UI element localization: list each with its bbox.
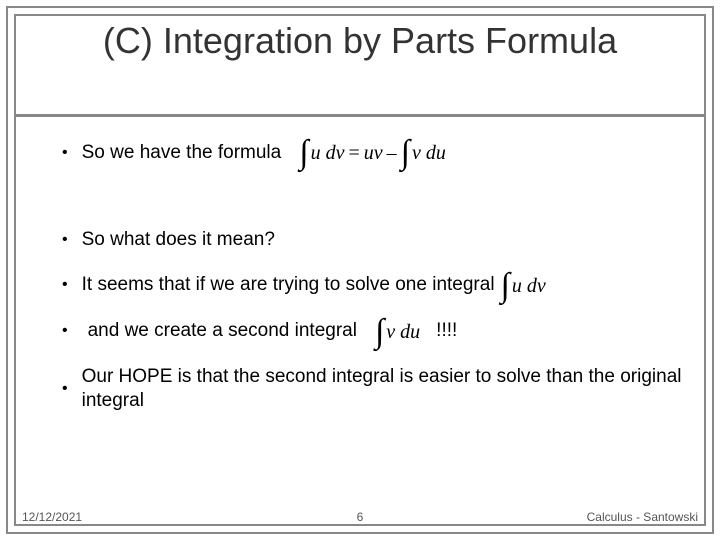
var-dv: dv <box>527 273 546 299</box>
var-dv: dv <box>326 140 345 166</box>
equals-sign: = <box>348 140 359 166</box>
var-du: du <box>400 319 420 345</box>
exclaim-text: !!!! <box>436 319 457 344</box>
bullet-1-text: So we have the formula <box>82 141 282 166</box>
bullet-3-text: It seems that if we are trying to solve … <box>82 273 495 298</box>
bullet-3: • It seems that if we are trying to solv… <box>48 273 690 299</box>
bullet-dot-icon: • <box>62 275 68 296</box>
title-underline <box>16 114 704 117</box>
bullet-2: • So what does it mean? <box>48 228 690 253</box>
bullet-1: • So we have the formula ∫ u dv = uv – ∫… <box>48 140 690 166</box>
bullet-4: • and we create a second integral ∫ v du… <box>48 319 690 345</box>
bullet-2-text: So what does it mean? <box>82 228 275 253</box>
footer-course: Calculus - Santowski <box>587 510 698 524</box>
bullet-5-text: Our HOPE is that the second integral is … <box>82 365 690 414</box>
bullet-dot-icon: • <box>62 321 68 342</box>
formula-vdu: ∫ v du <box>375 319 420 345</box>
footer-page: 6 <box>357 510 364 524</box>
slide-title: (C) Integration by Parts Formula <box>16 20 704 61</box>
footer-date: 12/12/2021 <box>22 510 82 524</box>
content-area: • So we have the formula ∫ u dv = uv – ∫… <box>48 130 690 414</box>
footer: 12/12/2021 6 Calculus - Santowski <box>22 510 698 524</box>
bullet-5: • Our HOPE is that the second integral i… <box>48 365 690 414</box>
var-u: u <box>311 140 321 166</box>
minus-sign: – <box>387 140 397 166</box>
title-block: (C) Integration by Parts Formula <box>16 20 704 61</box>
var-u: u <box>512 273 522 299</box>
bullet-4-text: and we create a second integral <box>88 319 357 344</box>
var-du: du <box>426 140 446 166</box>
bullet-dot-icon: • <box>62 230 68 251</box>
formula-main: ∫ u dv = uv – ∫ v du <box>299 140 446 166</box>
bullet-dot-icon: • <box>62 379 68 400</box>
var-uv: uv <box>364 140 383 166</box>
formula-udv: ∫ u dv <box>501 273 546 299</box>
var-v: v <box>412 140 421 166</box>
bullet-dot-icon: • <box>62 143 68 164</box>
spacer <box>48 166 690 208</box>
var-v: v <box>386 319 395 345</box>
